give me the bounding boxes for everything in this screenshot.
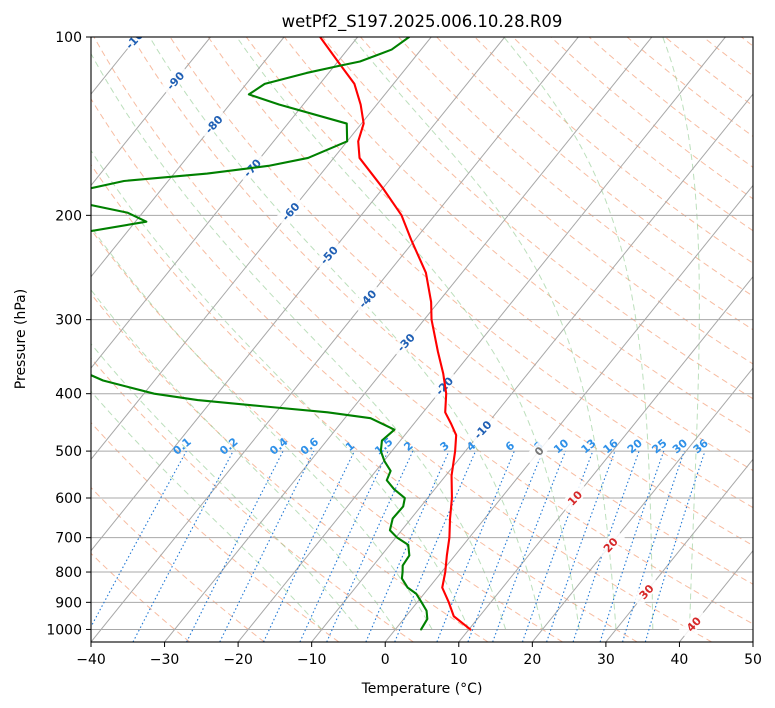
mixing-ratio-line: [599, 450, 665, 642]
isotherm-line: [91, 37, 211, 187]
dry-adiabat-line: [207, 37, 753, 509]
isotherm-line: [384, 184, 753, 642]
isotherm-label-bg: [121, 37, 152, 53]
x-axis-title: Temperature (°C): [361, 681, 483, 697]
isotherm-label-bg: [678, 608, 709, 640]
isotherm-label-bg: [595, 529, 626, 560]
isotherm-label-bg: [467, 413, 498, 445]
isotherm-line: [237, 37, 726, 642]
dry-adiabat-line: [91, 98, 713, 642]
y-tick-label: 200: [55, 208, 82, 224]
isotherm-line: [311, 93, 753, 642]
dry-adiabat-line: [550, 37, 753, 200]
x-axis: −40 −30 −20 −10 0 10 20 30 40 50: [76, 642, 762, 668]
isotherm-line: [605, 458, 753, 642]
dewpoint-profile-line: [91, 37, 429, 631]
y-axis-title: Pressure (hPa): [13, 289, 29, 389]
isotherm-line: [458, 275, 753, 642]
moist-adiabat-line: [91, 289, 396, 630]
mixing-ratio-line: [219, 450, 315, 642]
y-tick-label: 900: [55, 595, 82, 611]
isotherm-line: [91, 37, 579, 642]
isotherm-label-bg: [559, 482, 590, 514]
plot-background: [91, 37, 753, 642]
isotherm-label-bg: [352, 283, 383, 314]
mixing-ratio-line: [644, 450, 706, 642]
dry-adiabat-line: [91, 486, 265, 642]
isotherm-line: [91, 37, 285, 278]
y-tick-label: 100: [55, 30, 82, 46]
mixing-ratio-line: [436, 450, 515, 642]
isotherm-line: [91, 37, 359, 369]
mixing-ratio-line: [546, 450, 616, 642]
y-tick-label: 300: [55, 313, 82, 329]
isotherm-line: [91, 37, 432, 461]
dry-adiabat-line: [360, 37, 753, 365]
mixing-ratio-line: [186, 450, 284, 642]
y-tick-label: 700: [55, 531, 82, 547]
plot-frame: [90, 36, 754, 643]
x-tick-label: 40: [671, 652, 689, 668]
moist-adiabat-line: [236, 37, 580, 630]
dry-adiabat-line: [91, 293, 489, 642]
moist-adiabat-line: [91, 52, 507, 630]
mixing-ratio-line: [622, 450, 685, 642]
mixing-ratio-line: [132, 450, 234, 642]
mixing-ratio-line: [365, 450, 450, 642]
y-tick-label: 1000: [46, 622, 82, 638]
isotherm-label-bg: [523, 435, 554, 467]
chart-title: wetPf2_S197.2025.006.10.28.R09: [282, 12, 563, 32]
mixing-ratio-line: [572, 450, 640, 642]
moist-adiabat-line: [149, 37, 543, 630]
y-tick-label: 400: [55, 387, 82, 403]
mixing-ratio-line: [394, 450, 477, 642]
isotherm-label-bg: [160, 64, 191, 96]
dry-adiabat-line: [91, 163, 638, 642]
dry-adiabat-line: [283, 37, 753, 435]
isotherm-label-bg: [390, 326, 421, 358]
isotherm-label-bg: [198, 108, 229, 140]
isotherm-label-bg: [630, 576, 661, 607]
y-axis: 100 200 300 400 500 600 700 800 900 1000: [46, 30, 91, 638]
dry-adiabat-line: [398, 37, 753, 331]
isotherm-label-bg: [275, 195, 306, 227]
y-tick-label: 500: [55, 444, 82, 460]
x-tick-label: 50: [744, 652, 762, 668]
profile-series: [91, 37, 472, 631]
mixing-ratio-line: [91, 450, 187, 628]
dry-adiabat-line: [436, 37, 753, 297]
dry-adiabat-line: [91, 228, 563, 642]
x-tick-label: −30: [150, 652, 180, 668]
moist-adiabat-line: [91, 149, 470, 630]
x-tick-label: −20: [223, 652, 253, 668]
isotherm-line: [91, 37, 506, 552]
moist-adiabat-line: [662, 37, 700, 630]
dry-adiabat-line: [91, 421, 340, 642]
x-tick-label: 0: [381, 652, 390, 668]
isotherm-label-bg: [313, 239, 344, 271]
moist-adiabat-line: [91, 226, 433, 630]
mixing-ratio-line: [467, 450, 544, 642]
background-lines: [91, 37, 753, 642]
mixing-ratio-line: [492, 450, 567, 642]
isotherm-label-bg: [428, 370, 459, 402]
dry-adiabat-line: [169, 37, 753, 547]
moist-adiabat-line: [351, 37, 617, 630]
temperature-profile-line: [319, 37, 472, 631]
mixing-ratio-line: [326, 450, 414, 642]
x-tick-label: 30: [597, 652, 615, 668]
x-tick-label: −10: [297, 652, 327, 668]
x-tick-label: −40: [76, 652, 106, 668]
dry-adiabat-line: [588, 37, 753, 168]
x-tick-label: 10: [450, 652, 468, 668]
y-tick-label: 800: [55, 565, 82, 581]
isotherm-label: 0: [523, 435, 554, 467]
x-tick-label: 20: [523, 652, 541, 668]
moist-adiabat-line: [91, 343, 359, 630]
y-tick-label: 600: [55, 491, 82, 507]
